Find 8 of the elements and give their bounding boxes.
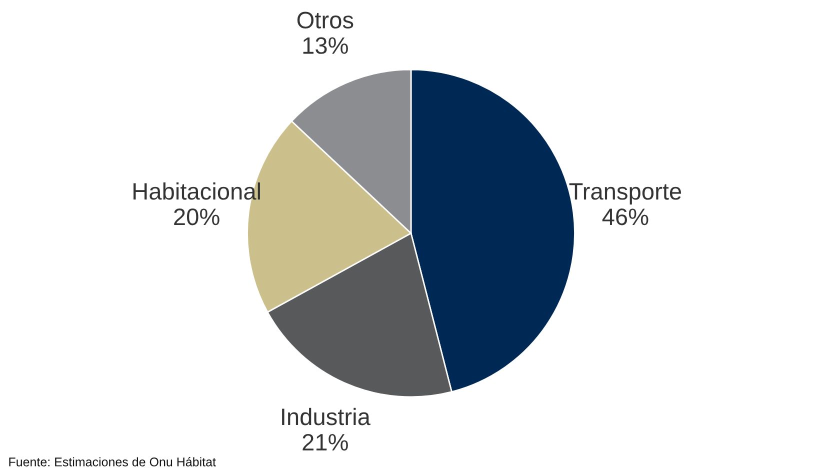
data-label: 20% — [174, 208, 220, 226]
slice-label: Transporte — [569, 183, 682, 204]
slice-label: Otros — [297, 12, 354, 28]
data-label: 21% — [302, 434, 348, 451]
source-note: Fuente: Estimaciones de Onu Hábitat — [9, 457, 216, 466]
slice-label: Industria — [282, 408, 370, 426]
data-label: 46% — [602, 208, 648, 226]
data-label: 13% — [303, 37, 348, 54]
